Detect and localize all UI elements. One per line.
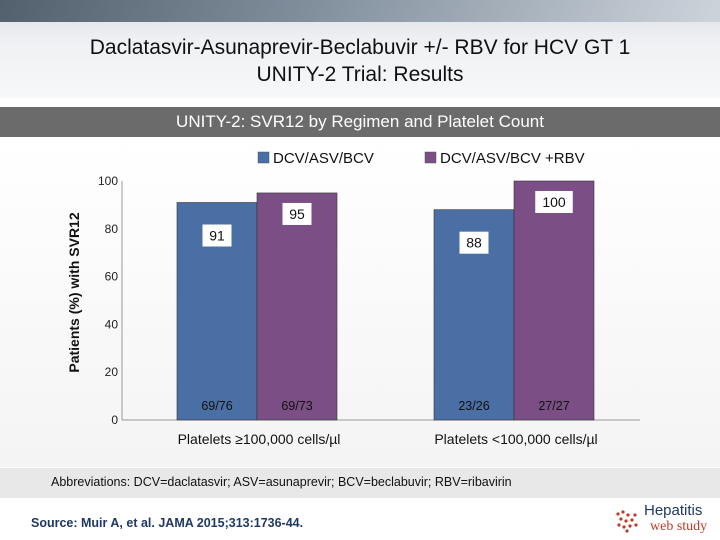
- legend-label-2: DCV/ASV/BCV +RBV: [440, 150, 585, 167]
- data-label: 91: [209, 228, 225, 244]
- bar: [256, 192, 338, 421]
- legend-label-1: DCV/ASV/BCV: [273, 150, 374, 167]
- fraction-label: 23/26: [458, 399, 489, 413]
- y-tick-label: 20: [105, 365, 119, 379]
- y-axis-label: Patients (%) with SVR12: [66, 212, 82, 372]
- header-banner: [0, 0, 720, 98]
- data-label: 95: [289, 206, 305, 222]
- hepatitis-web-study-logo: Hepatitis web study: [612, 502, 718, 538]
- fraction-label: 27/27: [538, 399, 569, 413]
- y-tick-label: 60: [105, 270, 119, 284]
- slide-title-line1: Daclatasvir-Asunaprevir-Beclabuvir +/- R…: [89, 36, 631, 59]
- slide-title: Daclatasvir-Asunaprevir-Beclabuvir +/- R…: [20, 34, 700, 88]
- chart-background: [0, 137, 720, 467]
- logo-name: Hepatitis: [644, 502, 703, 519]
- logo-dots-icon: [616, 510, 638, 533]
- abbreviations-note: Abbreviations: DCV=daclatasvir; ASV=asun…: [0, 468, 720, 498]
- chart-subtitle: UNITY-2: SVR12 by Regimen and Platelet C…: [0, 107, 720, 137]
- fraction-label: 69/73: [281, 399, 312, 413]
- slide-title-line2: UNITY-2 Trial: Results: [256, 63, 464, 86]
- data-label-box: [535, 191, 573, 213]
- legend-swatch-2: [424, 151, 437, 164]
- fraction-label: 69/76: [201, 399, 232, 413]
- y-tick-label: 80: [105, 222, 119, 236]
- source-citation: Source: Muir A, et al. JAMA 2015;313:173…: [31, 516, 304, 530]
- legend-swatch-1: [257, 151, 270, 164]
- bar: [513, 180, 595, 421]
- y-tick-label: 40: [105, 317, 119, 331]
- y-tick-label: 0: [111, 413, 118, 427]
- data-label-box: [282, 202, 312, 225]
- logo-subtitle: web study: [650, 519, 708, 534]
- x-category-label: Platelets ≥100,000 cells/µl: [178, 431, 341, 447]
- data-label-box: [459, 231, 489, 254]
- bar-chart: 0 20 40 60 80 100 Patients (%) with SVR12 DCV/A…: [66, 150, 640, 447]
- y-tick-label: 100: [98, 174, 118, 188]
- data-label: 100: [542, 194, 566, 210]
- data-label: 88: [466, 235, 482, 251]
- x-category-label: Platelets <100,000 cells/µl: [434, 431, 597, 447]
- data-label-box: [202, 224, 232, 247]
